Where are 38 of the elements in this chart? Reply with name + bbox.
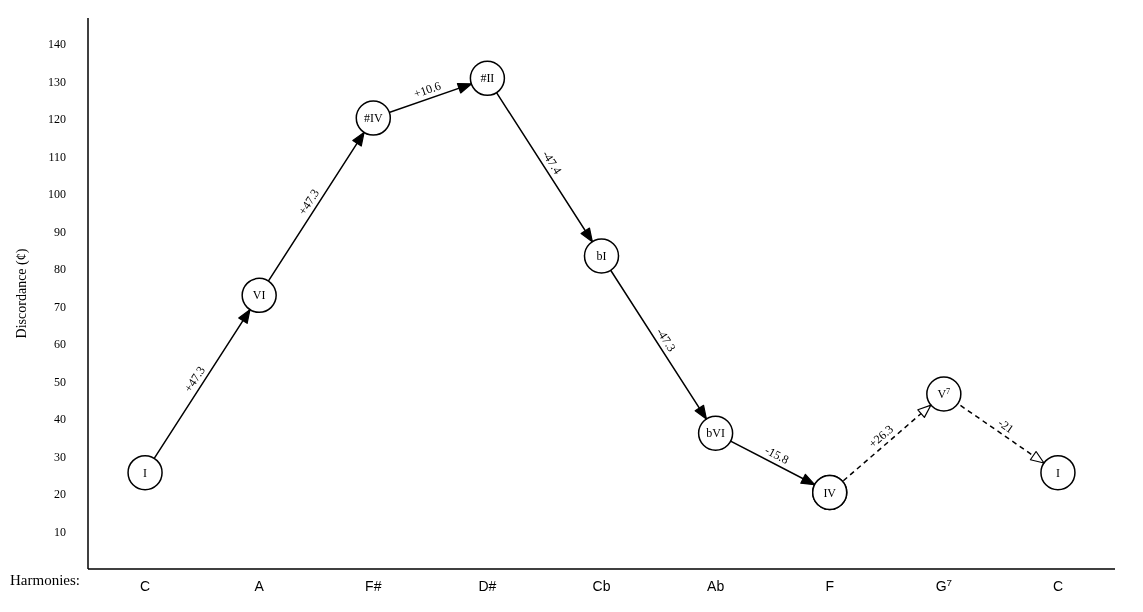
annotation: +26.3 [865,422,896,451]
y-tick-label: 120 [48,112,66,127]
annotation: -21 [995,415,1017,437]
annotation: I [143,465,148,480]
annotation: VI [252,288,266,303]
annotation: bI [596,249,607,264]
annotation: #IV [363,111,383,126]
annotation: #II [480,71,495,86]
y-tick-label: 60 [54,337,66,352]
y-tick-label: 20 [54,487,66,502]
y-tick-label: 100 [48,187,66,202]
y-tick-label: 50 [54,374,66,389]
x-tick-label: G$^{7}$ [935,576,953,594]
annotation: V$^{7}$ [937,386,951,401]
y-tick-label: 80 [54,262,66,277]
y-tick-label: 140 [48,37,66,52]
y-tick-label: 90 [54,224,66,239]
annotation: -15.8 [762,442,792,467]
y-tick-label: 40 [54,412,66,427]
y-tick-label: 130 [48,74,66,89]
x-tick-label: F# [365,578,382,594]
x-tick-label: C [139,578,151,594]
y-tick-label: 110 [48,149,66,164]
x-axis-title: Harmonies: [10,572,80,588]
x-tick-label: A [254,578,265,594]
annotation: +10.6 [411,78,443,101]
x-tick-label: Ab [707,578,725,594]
annotation: IV [823,485,837,500]
y-axis-title: Discordance (¢) [14,248,30,339]
x-tick-label: C [1052,578,1064,594]
x-tick-label: F [825,578,834,594]
y-tick-label: 70 [54,299,66,314]
annotation: bVI [706,426,725,441]
annotation: I [1055,465,1060,480]
y-tick-label: 10 [54,524,66,539]
x-tick-label: D# [478,578,497,594]
y-tick-label: 30 [54,449,66,464]
x-tick-label: Cb [592,578,611,594]
